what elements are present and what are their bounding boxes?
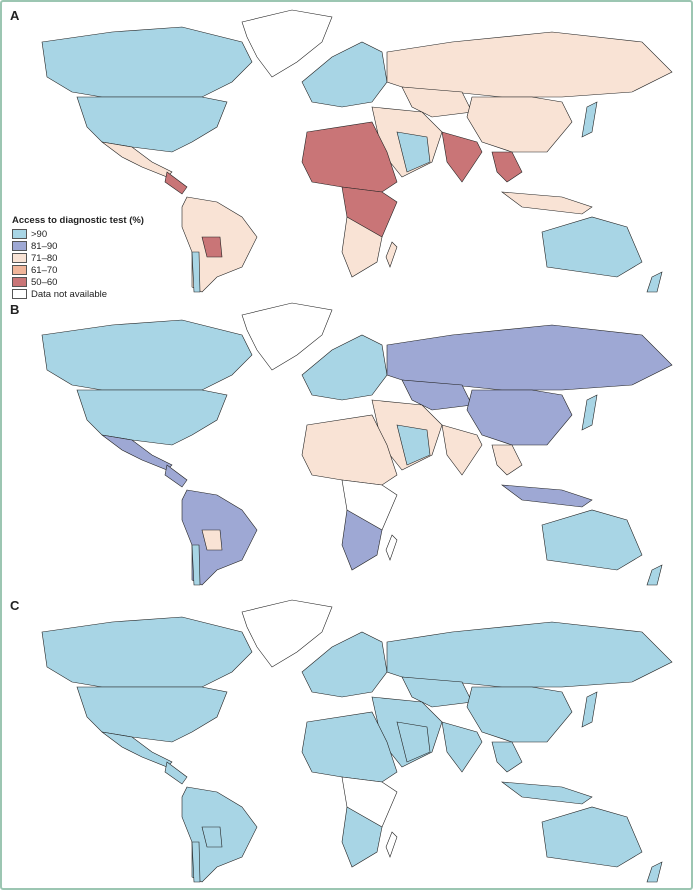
legend-swatch	[12, 229, 27, 239]
legend-item: 61–70	[12, 264, 144, 276]
legend-label: Data not available	[31, 288, 108, 300]
region-central-asia	[401, 676, 473, 708]
region-bolivia	[201, 236, 223, 258]
region-india	[441, 131, 483, 183]
legend-title: Access to diagnostic test (%)	[12, 215, 144, 226]
region-china	[466, 96, 573, 153]
region-canada	[41, 616, 253, 688]
region-africa-south	[341, 509, 383, 571]
region-australia	[541, 509, 643, 571]
panel-label-a: A	[10, 8, 20, 23]
legend-label: 61–70	[31, 264, 58, 276]
region-greenland	[241, 302, 333, 371]
region-australia	[541, 806, 643, 868]
region-europe	[301, 631, 388, 698]
region-se-asia	[491, 151, 523, 183]
region-australia	[541, 216, 643, 278]
region-russia	[386, 621, 673, 688]
legend-item: Data not available	[12, 288, 144, 300]
region-russia	[386, 31, 673, 98]
panel-label-c: C	[10, 598, 20, 613]
region-indonesia	[500, 191, 593, 215]
region-new-zealand	[646, 564, 663, 586]
region-madagascar	[385, 534, 398, 561]
region-japan	[581, 691, 598, 728]
map-legend: Access to diagnostic test (%) >90 81–90 71…	[12, 215, 144, 300]
region-se-asia	[491, 444, 523, 476]
legend-label: >90	[31, 228, 48, 240]
legend-swatch	[12, 289, 27, 299]
region-russia	[386, 324, 673, 391]
legend-swatch	[12, 265, 27, 275]
region-china	[466, 389, 573, 446]
panel-label-b: B	[10, 302, 20, 317]
region-chile	[191, 251, 201, 293]
legend-label: 50–60	[31, 276, 58, 288]
region-central-america	[164, 171, 188, 195]
region-saudi	[396, 721, 431, 763]
region-indonesia	[500, 484, 593, 508]
legend-item: 50–60	[12, 276, 144, 288]
region-canada	[41, 26, 253, 98]
region-europe	[301, 41, 388, 108]
region-chile	[191, 544, 201, 586]
region-china	[466, 686, 573, 743]
region-africa-south	[341, 806, 383, 868]
legend-swatch	[12, 253, 27, 263]
legend-swatch	[12, 241, 27, 251]
legend-item: >90	[12, 228, 144, 240]
region-canada	[41, 319, 253, 391]
region-japan	[581, 394, 598, 431]
region-chile	[191, 841, 201, 883]
region-africa-south	[341, 216, 383, 278]
legend-label: 81–90	[31, 240, 58, 252]
region-central-asia	[401, 86, 473, 118]
region-europe	[301, 334, 388, 401]
region-indonesia	[500, 781, 593, 805]
region-central-america	[164, 464, 188, 488]
region-greenland	[241, 599, 333, 668]
region-bolivia	[201, 826, 223, 848]
region-india	[441, 424, 483, 476]
region-usa	[76, 686, 228, 743]
region-greenland	[241, 9, 333, 78]
map-panel-c	[41, 599, 673, 883]
map-panel-b	[41, 302, 673, 586]
legend-item: 81–90	[12, 240, 144, 252]
region-new-zealand	[646, 861, 663, 883]
map-panel-a	[41, 9, 673, 293]
region-bolivia	[201, 529, 223, 551]
region-madagascar	[385, 241, 398, 268]
region-usa	[76, 96, 228, 153]
region-new-zealand	[646, 271, 663, 293]
region-central-america	[164, 761, 188, 785]
region-se-asia	[491, 741, 523, 773]
region-saudi	[396, 424, 431, 466]
region-japan	[581, 101, 598, 138]
region-madagascar	[385, 831, 398, 858]
region-saudi	[396, 131, 431, 173]
region-usa	[76, 389, 228, 446]
legend-swatch	[12, 277, 27, 287]
legend-label: 71–80	[31, 252, 58, 264]
region-central-asia	[401, 379, 473, 411]
legend-item: 71–80	[12, 252, 144, 264]
region-india	[441, 721, 483, 773]
